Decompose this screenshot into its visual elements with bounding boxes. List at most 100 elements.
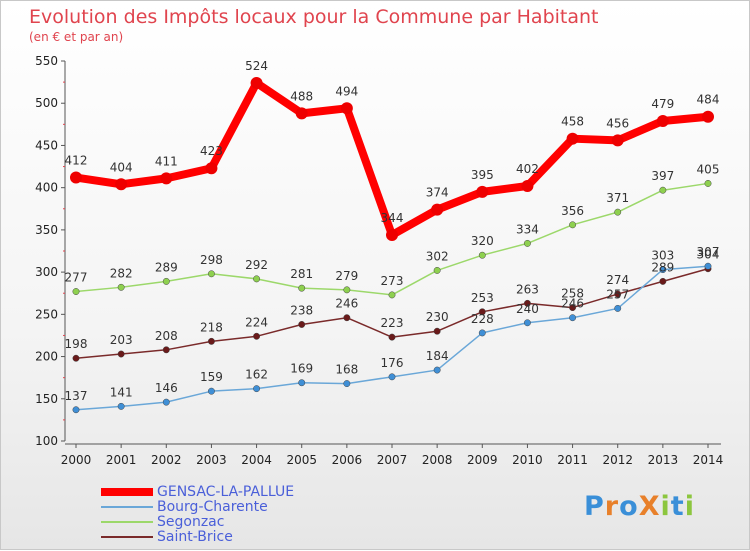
- data-label: 279: [335, 269, 358, 283]
- data-point: [343, 314, 351, 322]
- data-label: 423: [200, 144, 223, 158]
- data-label: 169: [290, 362, 313, 376]
- data-label: 488: [290, 89, 313, 103]
- data-label: 223: [381, 316, 404, 330]
- logo-letter: P: [584, 491, 605, 522]
- data-label: 289: [155, 260, 178, 274]
- data-label: 168: [335, 363, 358, 377]
- data-point: [659, 277, 667, 285]
- data-label: 298: [200, 253, 223, 267]
- y-tick-label: 400: [35, 181, 58, 195]
- data-label: 246: [561, 297, 584, 311]
- data-point: [340, 102, 353, 115]
- data-point: [388, 291, 396, 299]
- data-point: [433, 366, 441, 374]
- data-point: [523, 319, 531, 327]
- data-point: [117, 402, 125, 410]
- data-label: 240: [516, 302, 539, 316]
- data-label: 344: [381, 211, 404, 225]
- data-point: [386, 228, 398, 241]
- data-point: [207, 387, 215, 395]
- data-point: [523, 239, 531, 247]
- data-point: [704, 262, 712, 270]
- data-point: [569, 314, 577, 322]
- data-label: 277: [65, 271, 88, 285]
- x-tick-label: 2004: [241, 453, 272, 467]
- data-label: 274: [606, 273, 629, 287]
- data-point: [433, 266, 441, 274]
- x-tick-label: 2013: [648, 453, 679, 467]
- data-point: [478, 329, 486, 337]
- data-point: [569, 221, 577, 229]
- legend-swatch: [101, 521, 153, 523]
- data-label: 307: [697, 245, 720, 259]
- y-tick-label: 150: [35, 392, 58, 406]
- x-tick-label: 2012: [602, 453, 633, 467]
- legend-swatch: [101, 488, 153, 496]
- y-tick-label: 250: [35, 307, 58, 321]
- data-point: [431, 203, 444, 216]
- logo-letter: i: [684, 491, 695, 522]
- data-label: 456: [606, 116, 629, 130]
- data-point: [205, 162, 218, 175]
- data-label: 402: [516, 162, 539, 176]
- data-label: 208: [155, 329, 178, 343]
- data-point: [72, 354, 80, 362]
- data-point: [343, 380, 351, 388]
- data-point: [478, 251, 486, 259]
- data-label: 258: [561, 287, 584, 301]
- data-label: 162: [245, 368, 268, 382]
- x-tick-label: 2008: [422, 453, 453, 467]
- logo-letter: i: [660, 491, 671, 522]
- legend-label: GENSAC-LA-PALLUE: [157, 484, 295, 500]
- data-label: 224: [245, 315, 268, 329]
- data-label: 494: [335, 84, 358, 98]
- data-label: 303: [651, 249, 674, 263]
- data-label: 304: [697, 248, 720, 262]
- y-tick-label: 100: [35, 434, 58, 448]
- data-label: 411: [155, 154, 178, 168]
- y-tick-label: 300: [35, 265, 58, 279]
- data-label: 458: [561, 115, 584, 129]
- data-label: 246: [335, 297, 358, 311]
- data-point: [611, 134, 624, 147]
- data-point: [298, 321, 306, 328]
- data-label: 302: [426, 249, 449, 263]
- data-point: [614, 290, 622, 298]
- data-label: 334: [516, 222, 539, 236]
- data-point: [343, 286, 351, 294]
- y-tick-label: 350: [35, 223, 58, 237]
- data-label: 203: [110, 333, 133, 347]
- x-tick-label: 2009: [467, 453, 498, 467]
- data-point: [70, 171, 82, 184]
- data-point: [433, 327, 441, 335]
- data-point: [298, 284, 306, 292]
- data-label: 320: [471, 234, 494, 248]
- data-point: [298, 379, 306, 387]
- data-label: 395: [471, 168, 494, 182]
- data-label: 257: [606, 287, 629, 301]
- data-point: [253, 332, 261, 340]
- logo-letter: X: [638, 491, 661, 522]
- data-point: [614, 208, 622, 216]
- data-label: 484: [697, 93, 720, 107]
- y-tick-label: 550: [35, 54, 58, 68]
- logo-letter: r: [604, 491, 620, 522]
- data-point: [207, 337, 215, 345]
- data-point: [207, 270, 215, 278]
- y-tick-label: 500: [35, 96, 58, 110]
- data-label: 253: [471, 291, 494, 305]
- legend-label: Saint-Brice: [157, 529, 233, 545]
- chart-subtitle: (en € et par an): [29, 30, 124, 44]
- data-point: [388, 373, 396, 381]
- x-tick-label: 2005: [286, 453, 317, 467]
- x-tick-label: 2002: [151, 453, 182, 467]
- x-tick-label: 2011: [557, 453, 588, 467]
- legend-swatch: [101, 536, 153, 538]
- x-tick-label: 2010: [512, 453, 543, 467]
- data-label: 397: [651, 169, 674, 183]
- data-label: 137: [65, 389, 88, 403]
- data-label: 404: [110, 160, 133, 174]
- data-label: 374: [426, 186, 449, 200]
- legend-label: Bourg-Charente: [157, 499, 268, 515]
